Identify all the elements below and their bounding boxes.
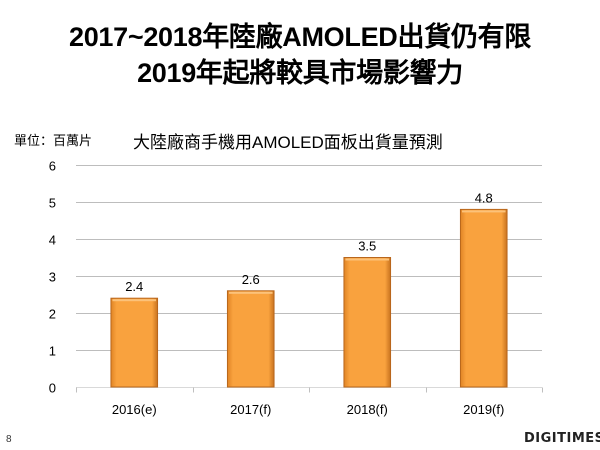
y-tick-label: 0	[49, 381, 56, 396]
logo-text: DIGITIMES	[524, 431, 600, 446]
x-tick-label: 2018(f)	[347, 402, 388, 417]
x-tick-label: 2016(e)	[112, 402, 157, 417]
data-label: 4.8	[475, 190, 493, 205]
y-axis-tick-labels: 0 1 2 3 4 5 6	[49, 159, 56, 396]
digitimes-logo: DIGITIMES	[524, 431, 600, 446]
bar	[110, 297, 159, 388]
y-tick-label: 6	[49, 159, 56, 174]
bars	[110, 208, 508, 388]
slide-title-line-2: 2019年起將較具市場影響力	[137, 58, 463, 88]
data-label: 2.6	[242, 272, 260, 287]
data-labels: 2.4 2.6 3.5 4.8	[125, 190, 493, 294]
data-label: 3.5	[358, 239, 376, 254]
x-axis	[76, 387, 543, 393]
data-label: 2.4	[125, 279, 143, 294]
x-tick-label: 2017(f)	[230, 402, 271, 417]
y-tick-label: 4	[49, 233, 56, 248]
y-tick-label: 5	[49, 196, 56, 211]
y-tick-label: 1	[49, 344, 56, 359]
unit-label: 單位：百萬片	[14, 133, 93, 148]
y-tick-label: 3	[49, 270, 56, 285]
bar-highlight	[345, 258, 390, 261]
chart-title: 大陸廠商手機用AMOLED面板出貨量預測	[133, 133, 443, 152]
x-tick-label: 2019(f)	[463, 402, 504, 417]
y-tick-label: 2	[49, 307, 56, 322]
bar-highlight	[112, 299, 157, 302]
bar	[343, 257, 392, 388]
x-axis-tick-labels: 2016(e) 2017(f) 2018(f) 2019(f)	[112, 402, 505, 417]
bar-highlight	[228, 291, 273, 294]
slide-title-line-1: 2017~2018年陸廠AMOLED出貨仍有限	[69, 22, 531, 52]
page-number: 8	[6, 434, 12, 445]
bar	[459, 208, 508, 388]
bar	[226, 290, 275, 388]
bar-highlight	[461, 210, 506, 213]
